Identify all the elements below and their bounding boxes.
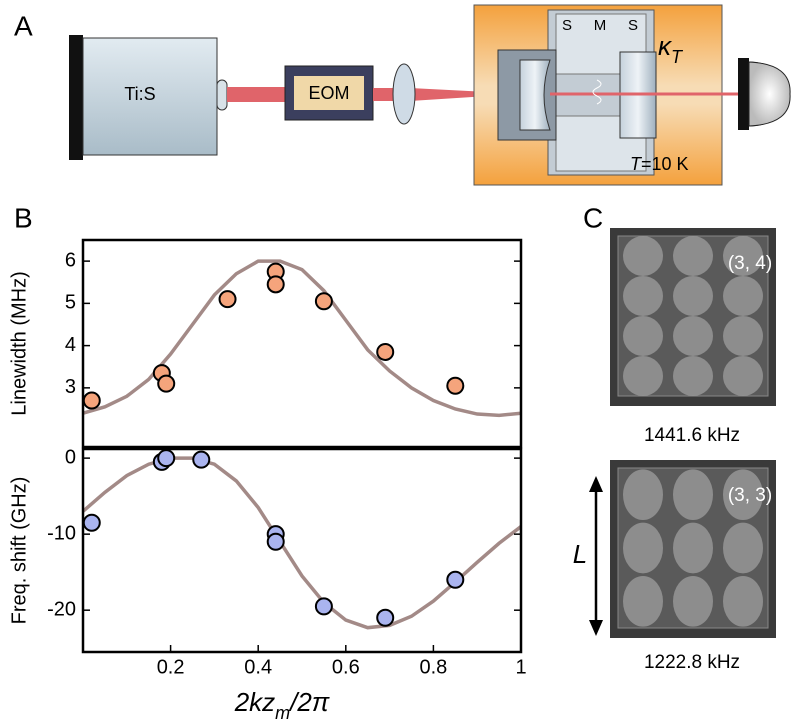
y-tick-label: 4 [65,334,76,356]
eom-label: EOM [308,83,349,103]
data-point [376,608,395,627]
data-point [157,374,176,393]
x-tick-label: 0.8 [419,656,447,678]
data-point [157,449,176,468]
antinode [673,276,713,316]
antinode [723,522,763,574]
schematic: A Ti:S EOM S M S κT T=10 K [14,4,791,186]
antinode [623,469,663,520]
data-point [266,532,285,551]
panel-label: C [583,202,603,233]
sample-label: M [594,17,607,34]
laser-back [69,35,83,160]
scale-label: L [573,539,587,569]
antinode [623,316,663,356]
antinode [723,576,763,627]
y-tick-label: 6 [65,249,76,271]
mode-label: (3, 3) [728,485,772,506]
antinode [623,356,663,396]
antinode [673,236,713,276]
data-point [314,292,333,311]
charts: 3 4 5 6 Linewidth (MHz) 0 -10 -20 0.2 0.4 0.6 0.8 1 F… [8,238,527,721]
data-point [218,290,237,309]
mode-label: (3, 4) [728,253,772,274]
panel-label: A [14,10,33,41]
micrographs: C 1441.6 kHz 1222.8 kHz L (3, 4) (3, 3) [573,202,776,673]
antinode [623,236,663,276]
x-axis-label: 2kzm/2π [234,687,330,721]
label-tail: /2π [288,687,330,717]
label-main: 2kz [234,687,275,717]
sample-label: S [562,17,572,34]
loss-label: κT [658,31,684,67]
y-tick-label: -20 [47,598,76,620]
data-point [446,376,465,395]
temperature-label: T=10 K [630,154,689,174]
eom-face [294,76,364,110]
mirror [519,59,551,131]
beam [227,87,287,102]
y-axis-label: Freq. shift (GHz) [8,477,30,625]
antinode [673,356,713,396]
plot-frame [81,238,523,449]
symbol: T [630,154,643,174]
antinode [673,469,713,520]
y-tick-label: 5 [65,292,76,314]
detector-base [738,58,749,130]
data-point [192,450,211,469]
symbol: κ [658,31,673,61]
arrow-head [589,476,603,492]
x-tick-label: 1 [515,656,526,678]
detector [748,61,791,127]
y-axis-label: Linewidth (MHz) [8,271,30,415]
laser-label: Ti:S [124,84,155,104]
arrow-head [589,620,603,636]
beam [410,88,488,101]
data-point [376,342,395,361]
data-point [266,275,285,294]
frequency-label: 1222.8 kHz [644,652,740,673]
y-tick-label: -10 [47,522,76,544]
lens [392,63,416,125]
subscript: T [671,47,684,67]
antinode [723,276,763,316]
antinode [623,522,663,574]
beam [373,88,398,101]
value: =10 K [641,154,689,174]
antinode [723,469,763,520]
antinode [623,576,663,627]
y-tick-label: 0 [65,446,76,468]
antinode [723,316,763,356]
x-tick-label: 0.2 [157,656,185,678]
antinode [723,356,763,396]
plot-frame [81,447,523,654]
antinode [673,316,713,356]
antinode [623,276,663,316]
data-point [82,513,101,532]
antinode [723,236,763,276]
data-point [314,597,333,616]
x-tick-label: 0.4 [244,656,272,678]
antinode [673,522,713,574]
sample-label: S [628,17,638,34]
antinode [673,576,713,627]
label-sub: m [275,703,290,721]
x-tick-label: 0.6 [332,656,360,678]
laser-port [216,79,228,111]
fit-line [81,456,523,630]
laser-box [82,37,218,156]
y-tick-label: 3 [65,376,76,398]
data-point [82,391,101,410]
panel-label: B [14,202,33,233]
membrane [592,79,602,105]
frequency-label: 1441.6 kHz [644,425,740,446]
data-point [446,570,465,589]
